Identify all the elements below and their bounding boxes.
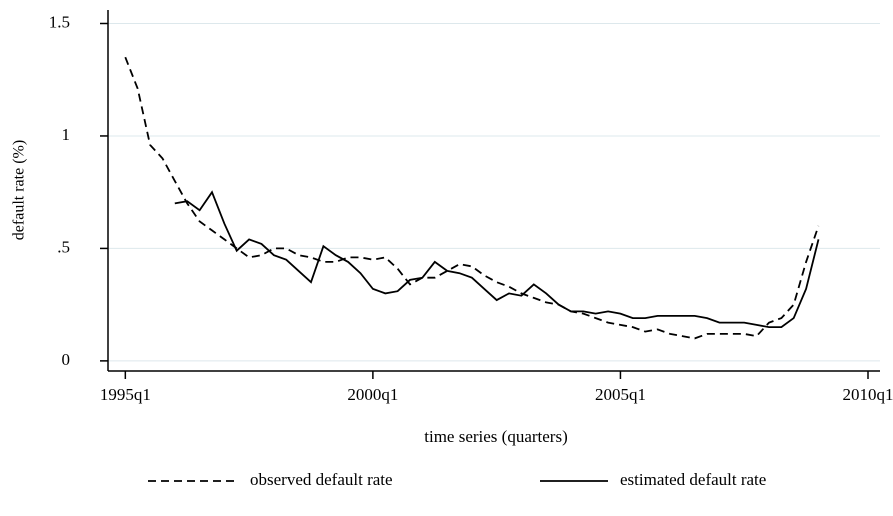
legend-label: observed default rate — [250, 470, 393, 489]
legend-label: estimated default rate — [620, 470, 766, 489]
y-tick-label: 1.5 — [49, 12, 70, 31]
x-tick-label: 2005q1 — [595, 385, 646, 404]
x-tick-label: 2000q1 — [347, 385, 398, 404]
y-tick-label: 1 — [62, 125, 71, 144]
x-tick-label: 2010q1 — [843, 385, 893, 404]
data-line — [174, 190, 820, 328]
x-axis-label: time series (quarters) — [424, 427, 568, 446]
x-tick-label: 1995q1 — [100, 385, 151, 404]
y-axis-label: default rate (%) — [11, 140, 28, 240]
y-tick-label: .5 — [57, 237, 70, 256]
data-line — [124, 56, 820, 340]
y-tick-label: 0 — [62, 350, 71, 369]
